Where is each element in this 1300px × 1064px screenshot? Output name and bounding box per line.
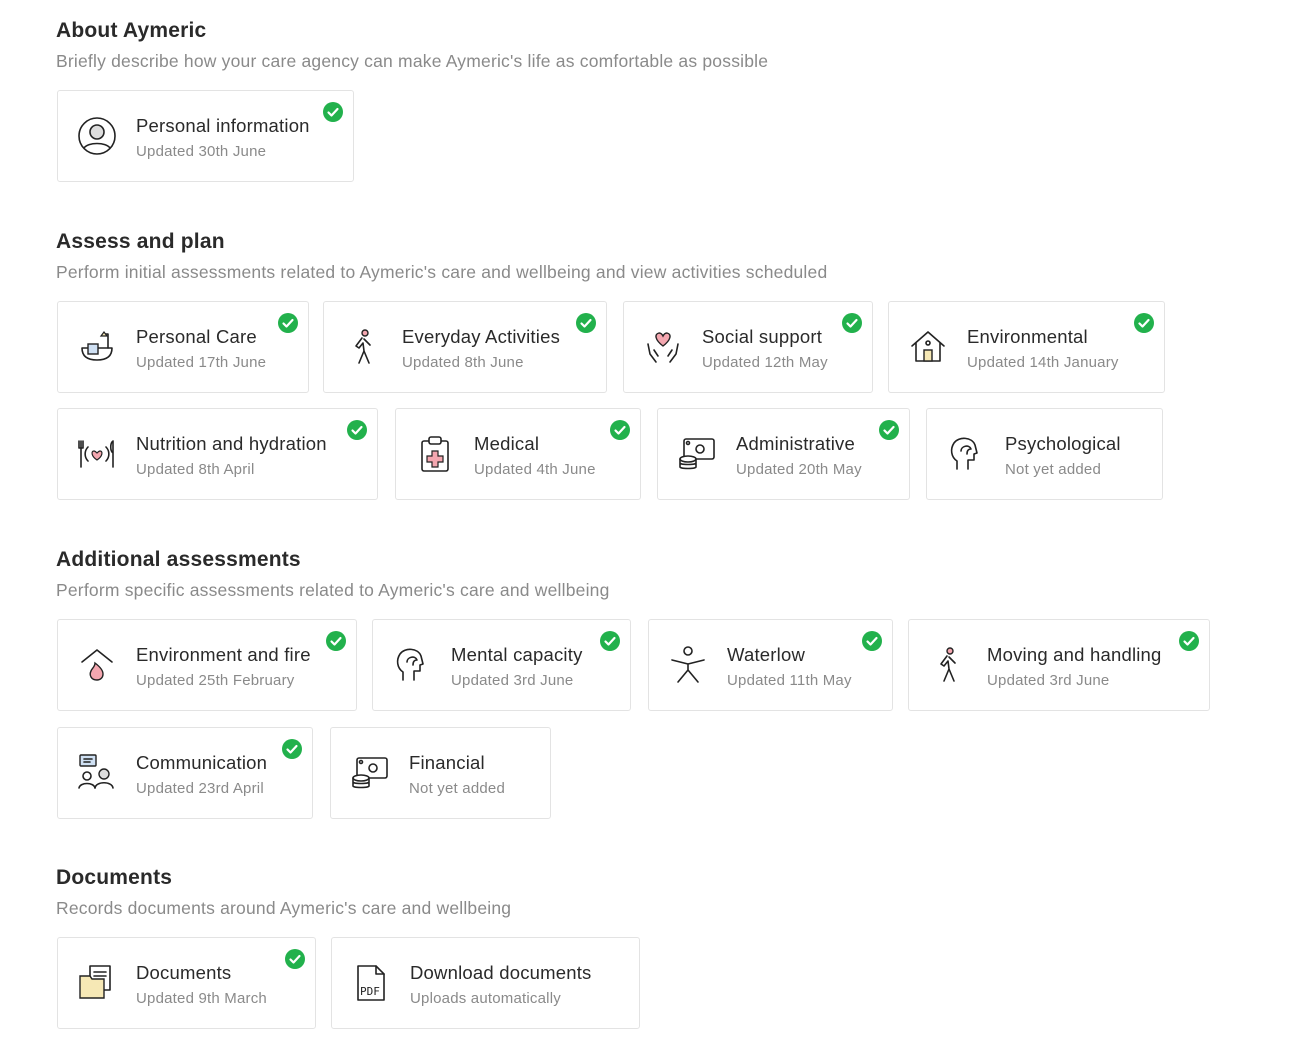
card-status: Updated 17th June [136,354,267,371]
house-icon [911,331,945,362]
fire-house-icon [81,649,113,681]
card-personal-care[interactable]: Personal Care Updated 17th June [57,301,309,393]
card-status: Updated 8th June [402,354,524,371]
card-title: Environment and fire [136,644,311,665]
card-mental-capacity[interactable]: Mental capacity Updated 3rd June [372,619,631,711]
section-subtitle: Perform initial assessments related to A… [56,262,828,282]
check-icon [282,739,302,759]
card-status: Updated 11th May [727,672,852,689]
pdf-file-icon: PDF [357,965,385,1001]
card-medical[interactable]: Medical Updated 4th June [395,408,641,500]
card-status: Updated 3rd June [451,672,574,689]
head-icon [950,437,978,470]
folder-document-icon [79,965,111,999]
card-status: Updated 23rd April [136,780,264,797]
section-header: About Aymeric Briefly describe how your … [56,18,768,72]
user-circle-icon [78,117,116,155]
card-psychological[interactable]: Psychological Not yet added [926,408,1163,500]
card-environment-and-fire[interactable]: Environment and fire Updated 25th Februa… [57,619,357,711]
section-subtitle: Records documents around Aymeric's care … [56,898,512,918]
card-title: Nutrition and hydration [136,433,327,454]
card-title: Moving and handling [987,644,1162,665]
card-title: Social support [702,326,823,347]
card-title: Medical [474,433,540,454]
check-icon [347,420,367,440]
section-subtitle: Perform specific assessments related to … [56,580,610,600]
card-social-support[interactable]: Social support Updated 12th May [623,301,873,393]
people-chat-icon [78,754,114,789]
section-subtitle: Briefly describe how your care agency ca… [56,51,769,71]
check-icon [600,631,620,651]
card-title: Documents [136,962,232,983]
card-status: Updated 4th June [474,461,596,478]
card-status: Updated 25th February [136,672,295,689]
card-financial[interactable]: Financial Not yet added [330,727,551,819]
card-administrative[interactable]: Administrative Updated 20th May [657,408,910,500]
check-icon [1179,631,1199,651]
card-environmental[interactable]: Environmental Updated 14th January [888,301,1165,393]
card-personal-information[interactable]: Personal information Updated 30th June [57,90,354,182]
card-title: Administrative [736,433,855,454]
card-title: Personal information [136,115,310,136]
clipboard-cross-icon [421,436,449,472]
card-title: Everyday Activities [402,326,561,347]
head-icon [396,648,424,681]
card-status: Uploads automatically [410,990,561,1007]
card-status: Updated 8th April [136,461,255,478]
card-nutrition-and-hydration[interactable]: Nutrition and hydration Updated 8th Apri… [57,408,378,500]
card-title: Personal Care [136,326,257,347]
check-icon [278,313,298,333]
card-status: Updated 20th May [736,461,862,478]
card-status: Not yet added [409,780,505,797]
check-icon [862,631,882,651]
card-title: Communication [136,752,268,773]
card-download-documents[interactable]: PDF Download documents Uploads automatic… [331,937,640,1029]
section-header: Documents Records documents around Aymer… [56,865,511,919]
card-moving-and-handling[interactable]: Moving and handling Updated 3rd June [908,619,1210,711]
check-icon [326,631,346,651]
section-header: Assess and plan Perform initial assessme… [56,229,827,283]
walking-person-icon [355,329,371,364]
card-communication[interactable]: Communication Updated 23rd April [57,727,313,819]
card-title: Waterlow [727,644,806,665]
card-title: Environmental [967,326,1088,347]
hands-heart-icon [647,332,679,363]
card-title: Financial [409,752,485,773]
card-title: Mental capacity [451,644,583,665]
section-title: Assess and plan [56,230,225,253]
card-status: Updated 9th March [136,990,267,1007]
section-title: Documents [56,866,173,889]
card-status: Updated 3rd June [987,672,1110,689]
check-icon [842,313,862,333]
card-waterlow[interactable]: Waterlow Updated 11th May [648,619,893,711]
card-status: Updated 12th May [702,354,828,371]
check-icon [323,102,343,122]
card-everyday-activities[interactable]: Everyday Activities Updated 8th June [323,301,607,393]
plate-heart-icon [78,440,114,468]
section-title: About Aymeric [56,19,207,42]
check-icon [285,949,305,969]
walking-person-icon [940,647,956,682]
card-status: Not yet added [1005,461,1101,478]
card-status: Updated 14th January [967,354,1119,371]
section-header: Additional assessments Perform specific … [56,547,610,601]
check-icon [610,420,630,440]
money-coins-icon [679,438,715,470]
card-documents[interactable]: Documents Updated 9th March [57,937,316,1029]
person-star-icon [671,646,705,683]
money-coins-icon [352,757,388,789]
card-title: Psychological [1005,433,1121,454]
section-title: Additional assessments [56,548,301,571]
bath-icon [81,331,113,361]
check-icon [1134,313,1154,333]
svg-text:PDF: PDF [360,985,380,998]
card-title: Download documents [410,962,592,983]
check-icon [576,313,596,333]
check-icon [879,420,899,440]
card-status: Updated 30th June [136,143,267,160]
